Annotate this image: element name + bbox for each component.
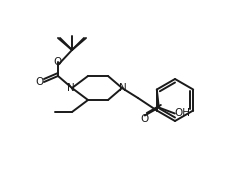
Text: O: O <box>36 77 44 87</box>
Text: N: N <box>119 83 127 93</box>
Text: OH: OH <box>175 108 191 119</box>
Text: O: O <box>141 115 149 125</box>
Text: O: O <box>53 57 61 67</box>
Text: N: N <box>67 83 75 93</box>
